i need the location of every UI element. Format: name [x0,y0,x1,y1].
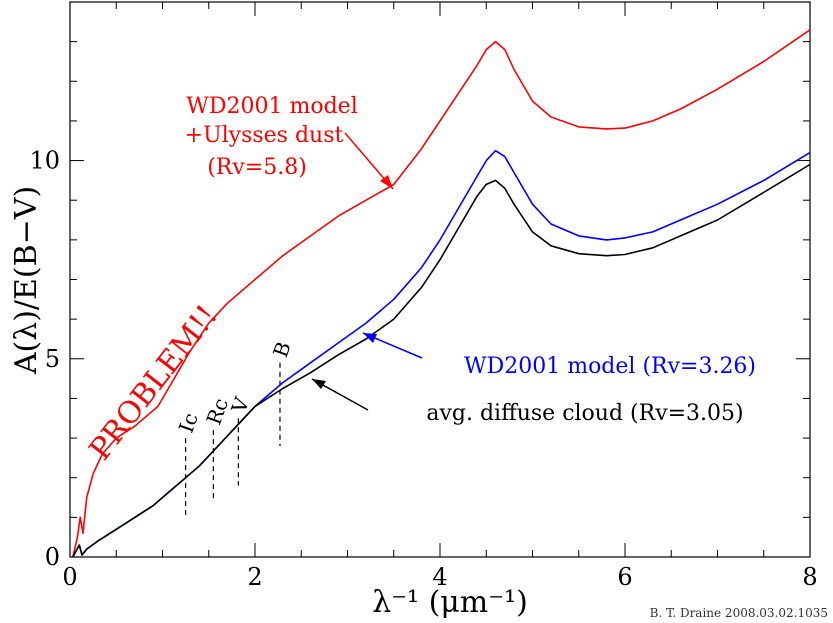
axis-ticks [69,1,811,558]
series-lines [72,29,811,558]
y-tick-label: 5 [45,345,60,373]
y-tick-label: 0 [45,543,60,571]
band-label: B [268,338,296,360]
x-tick-label: 2 [247,563,262,591]
black-series-label: avg. diffuse cloud (Rv=3.05) [426,401,743,426]
author-signature: B. T. Draine 2008.03.02.1035 [650,606,828,620]
red-label-line-2: +Ulysses dust [185,123,344,148]
x-tick-label: 6 [617,563,632,591]
band-label: Ic [174,410,203,436]
red-label-line-1: WD2001 model [186,94,357,119]
tick-labels: 0 2 4 6 8 0 5 10 [29,147,817,591]
x-tick-label: 4 [432,563,447,591]
black-pointer-arrowhead [312,379,326,389]
red-series-label: WD2001 model +Ulysses dust (Rv=5.8) [185,94,358,180]
red-label-line-3: (Rv=5.8) [207,155,307,180]
red-pointer-arrowhead [380,175,393,189]
blue-series-label: WD2001 model (Rv=3.26) [464,354,756,379]
blue-pointer-arrowhead [363,333,377,343]
series-line-0 [72,29,811,558]
series-line-2 [72,163,811,558]
x-tick-label: 0 [62,563,77,591]
band-label: V [226,394,254,417]
x-axis-label: λ⁻¹ (μm⁻¹) [372,585,528,620]
x-tick-label: 8 [802,563,817,591]
y-tick-label: 10 [29,147,60,175]
problem-annotation: PROBLEM!! [83,299,225,467]
y-axis-label: A(λ)/E(B−V) [9,186,44,375]
plot-frame [69,1,811,558]
